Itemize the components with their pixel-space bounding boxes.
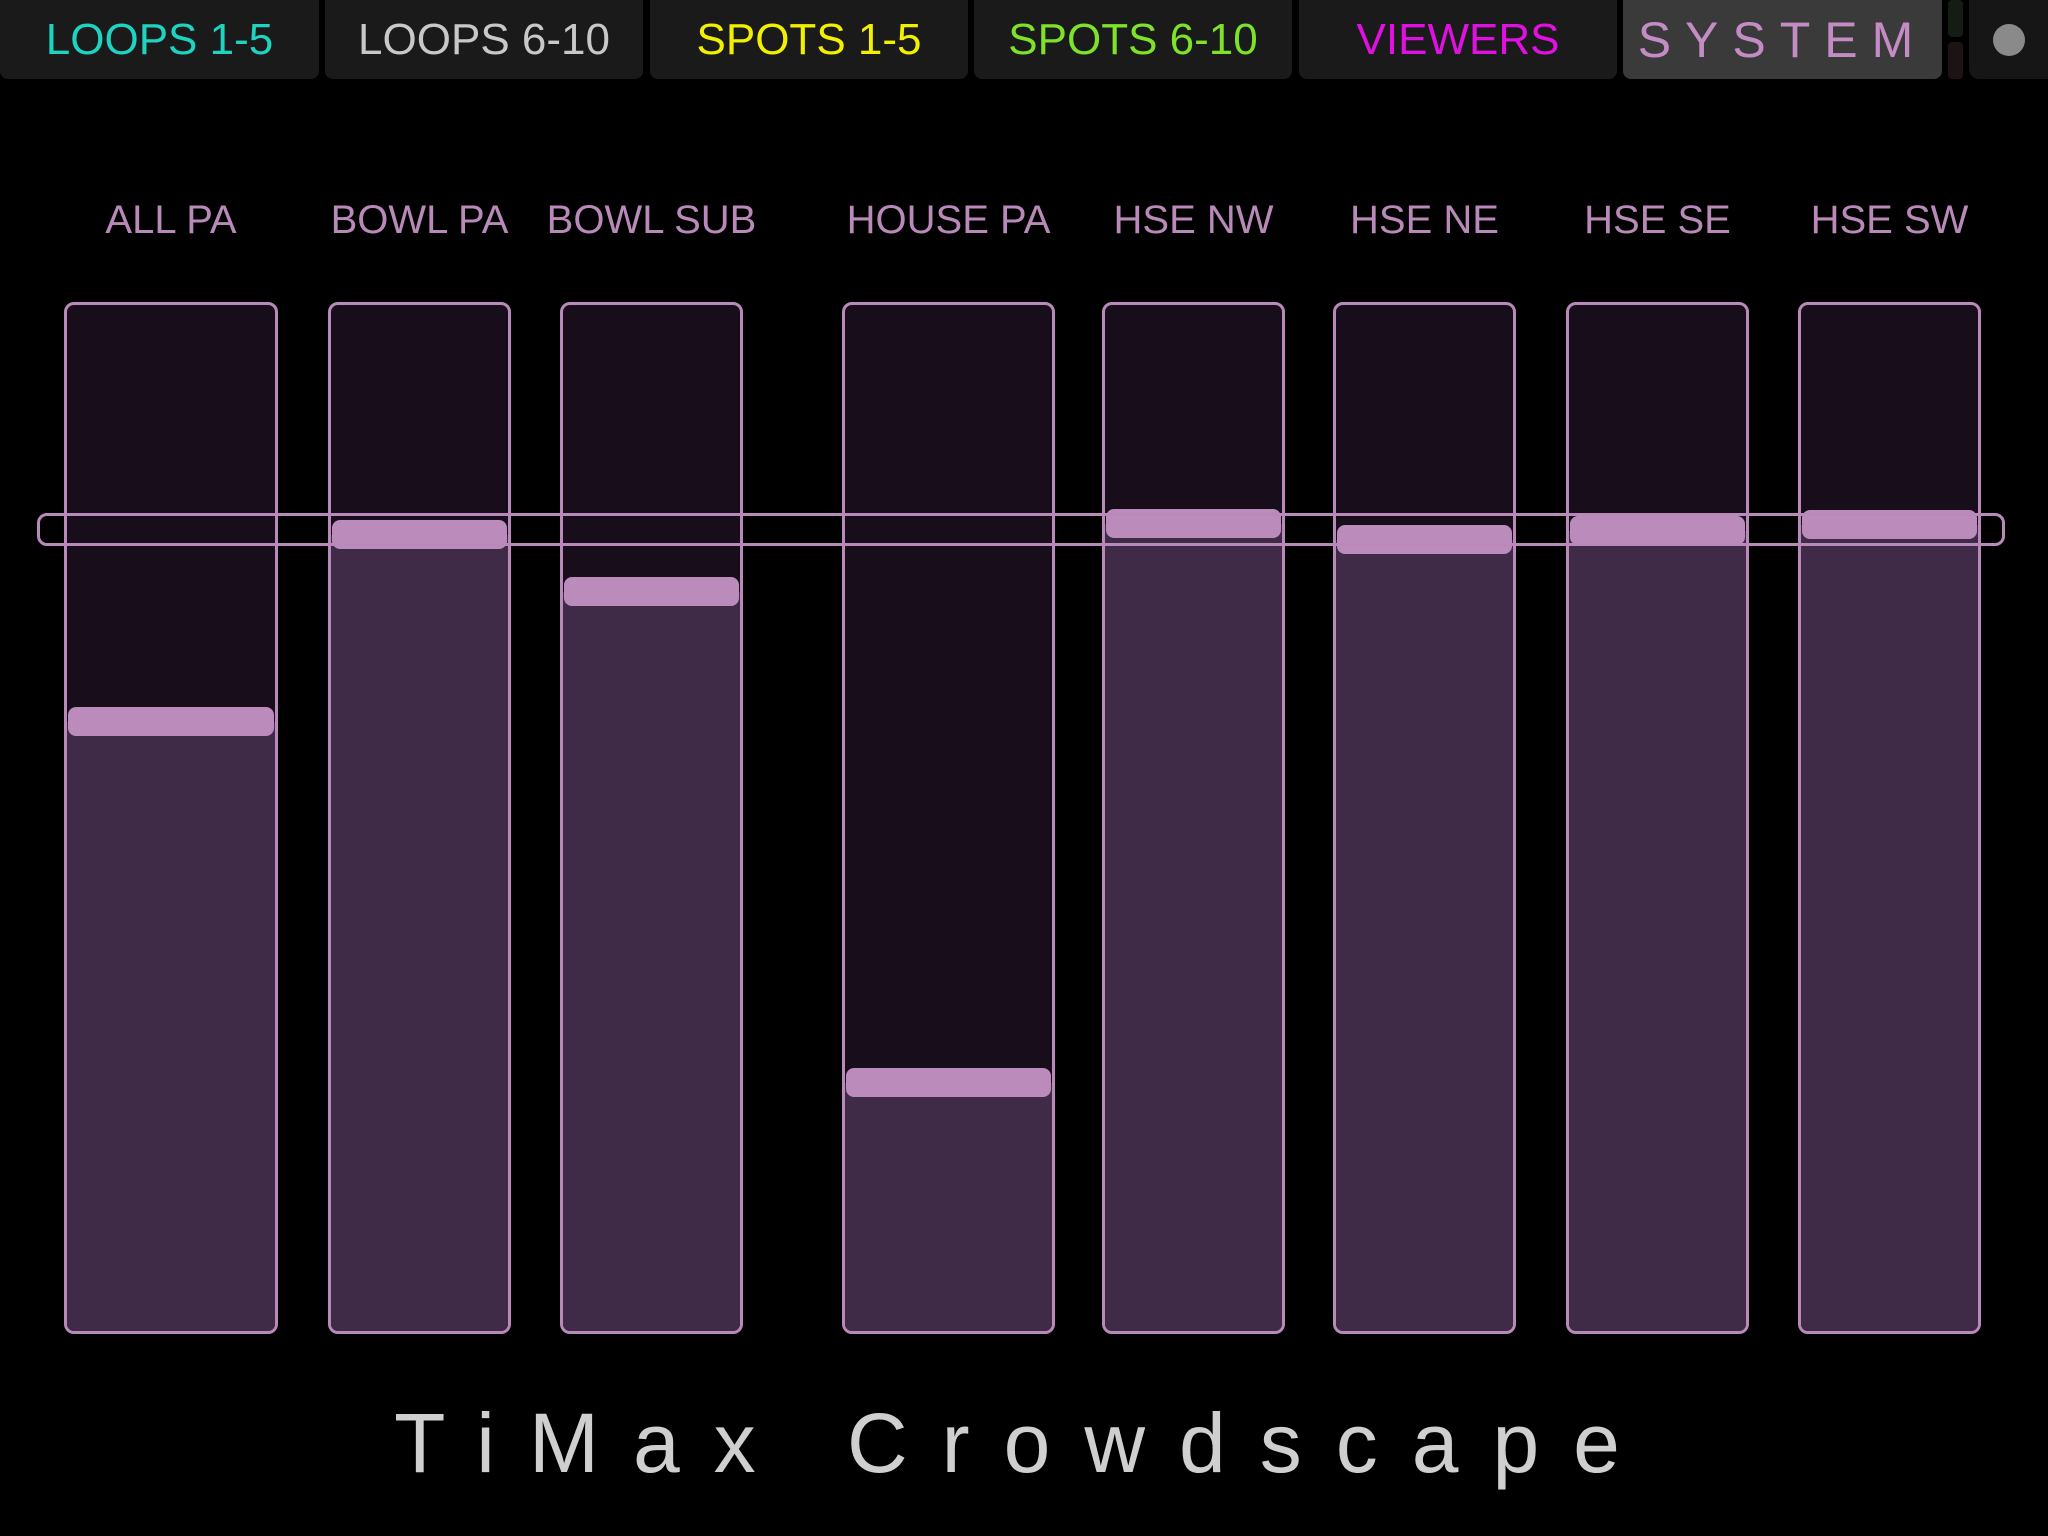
- fader-label-house-pa: HOUSE PA: [846, 198, 1051, 242]
- tab-spots-1-5[interactable]: SPOTS 1-5: [650, 0, 968, 79]
- status-indicator-green: [1948, 0, 1963, 37]
- fader-fill: [1801, 524, 1978, 1331]
- fader-fill: [563, 592, 740, 1331]
- fader-hse-ne[interactable]: [1333, 302, 1516, 1334]
- dot-icon: [1992, 23, 2025, 56]
- fader-knob[interactable]: [1106, 508, 1281, 538]
- fader-label-hse-ne: HSE NE: [1350, 198, 1499, 242]
- status-indicator-red: [1948, 42, 1963, 79]
- fader-label-hse-se: HSE SE: [1584, 198, 1731, 242]
- fader-fill: [1336, 539, 1513, 1331]
- fader-fill: [845, 1082, 1052, 1331]
- fader-label-bowl-pa: BOWL PA: [330, 198, 509, 242]
- record-button[interactable]: [1969, 0, 2048, 79]
- fader-hse-nw[interactable]: [1102, 302, 1285, 1334]
- fader-label-all-pa: ALL PA: [105, 198, 237, 242]
- fader-label-hse-sw: HSE SW: [1810, 198, 1969, 242]
- fader-knob[interactable]: [68, 706, 274, 736]
- fader-house-pa[interactable]: [842, 302, 1055, 1334]
- fader-bowl-pa[interactable]: [328, 302, 511, 1334]
- tab-loops-1-5[interactable]: LOOPS 1-5: [0, 0, 319, 79]
- fader-label-hse-nw: HSE NW: [1113, 198, 1274, 242]
- fader-all-pa[interactable]: [64, 302, 278, 1334]
- fader-knob[interactable]: [564, 577, 739, 607]
- fader-bowl-sub[interactable]: [560, 302, 743, 1334]
- fader-knob[interactable]: [1802, 509, 1977, 539]
- fader-knob[interactable]: [332, 519, 507, 549]
- fader-fill: [331, 534, 508, 1331]
- tab-viewers[interactable]: VIEWERS: [1299, 0, 1617, 79]
- tab-loops-6-10[interactable]: LOOPS 6-10: [325, 0, 643, 79]
- fader-fill: [67, 721, 275, 1331]
- tab-system[interactable]: SYSTEM: [1623, 0, 1942, 79]
- fader-knob[interactable]: [1337, 524, 1512, 554]
- fader-fill: [1569, 530, 1746, 1331]
- fader-knob[interactable]: [1570, 515, 1745, 545]
- fader-hse-sw[interactable]: [1798, 302, 1981, 1334]
- fader-fill: [1105, 523, 1282, 1331]
- fader-hse-se[interactable]: [1566, 302, 1749, 1334]
- tab-spots-6-10[interactable]: SPOTS 6-10: [974, 0, 1292, 79]
- app-title: TiMax Crowdscape: [394, 1396, 1654, 1490]
- fader-knob[interactable]: [846, 1067, 1051, 1097]
- fader-label-bowl-sub: BOWL SUB: [546, 198, 757, 242]
